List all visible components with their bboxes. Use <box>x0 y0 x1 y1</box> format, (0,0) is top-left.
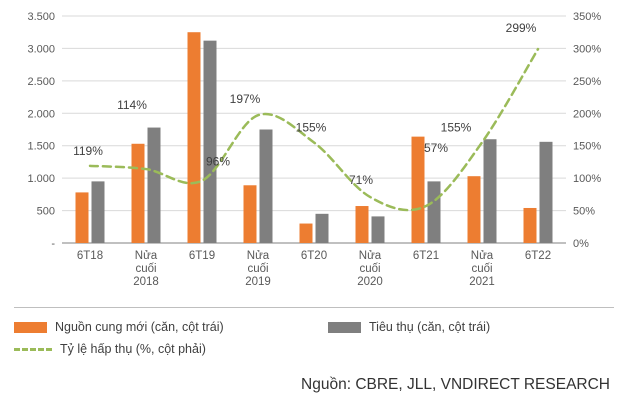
new-supply-bar <box>75 192 89 243</box>
left-axis-tick: - <box>51 238 55 250</box>
x-axis-label: 2018 <box>133 276 159 288</box>
legend-item-units-sold: Tiêu thụ (căn, cột trái) <box>328 320 490 334</box>
x-axis-label: Nửa <box>135 250 158 262</box>
right-axis-tick: 350% <box>573 11 601 23</box>
x-axis-label: cuối <box>247 263 268 275</box>
absorption-rate-point-label: 57% <box>424 141 448 155</box>
x-axis-label: 2019 <box>245 276 271 288</box>
new-supply-bar <box>467 176 481 243</box>
new-supply-bar <box>243 185 257 243</box>
x-axis-label: 2020 <box>357 276 383 288</box>
right-axis-tick: 250% <box>573 76 601 88</box>
legend-row-1: Nguồn cung mới (căn, cột trái) Tiêu thụ … <box>14 316 614 338</box>
x-axis-label: Nửa <box>359 250 382 262</box>
units-sold-label: Tiêu thụ (căn, cột trái) <box>369 320 491 334</box>
right-axis-tick: 200% <box>573 108 601 120</box>
absorption-rate-point-label: 155% <box>441 120 472 134</box>
combo-chart: - 0% 500 50% 1.000 100% 1.500 150% 2.000 200% 2.50… <box>27 11 601 288</box>
units-sold-bar <box>147 127 161 243</box>
absorption-rate-point-label: 71% <box>349 173 373 187</box>
new-supply-bar <box>187 32 201 243</box>
absorption-rate-point-label: 119% <box>73 144 103 158</box>
units-sold-swatch <box>328 321 361 333</box>
units-sold-bar <box>315 213 329 243</box>
new-supply-swatch <box>14 321 47 333</box>
x-axis-label: 2021 <box>469 276 495 288</box>
left-axis-tick: 3.500 <box>27 11 55 23</box>
absorption-rate-point-label: 96% <box>206 155 230 169</box>
absorption-rate-point-label: 114% <box>117 98 147 112</box>
new-supply-bar <box>299 223 313 243</box>
absorption-rate-point-label: 155% <box>296 120 327 134</box>
left-axis-tick: 500 <box>37 206 55 218</box>
units-sold-bar <box>91 181 105 243</box>
x-axis-label: Nửa <box>247 250 270 262</box>
right-axis-tick: 50% <box>573 206 595 218</box>
x-axis-label: cuối <box>135 263 156 275</box>
left-axis-tick: 1.500 <box>27 141 55 153</box>
absorption-rate-point-label: 197% <box>230 92 261 106</box>
x-axis-label: 6T18 <box>77 250 103 262</box>
left-axis-tick: 2.000 <box>27 108 55 120</box>
left-axis-tick: 3.000 <box>27 43 55 55</box>
new-supply-bar <box>411 136 425 243</box>
units-sold-bar <box>427 181 441 243</box>
new-supply-bar <box>355 206 369 243</box>
right-axis-tick: 0% <box>573 238 589 250</box>
x-axis-label: 6T22 <box>525 250 551 262</box>
left-axis-tick: 1.000 <box>27 173 55 185</box>
right-axis-tick: 100% <box>573 173 601 185</box>
units-sold-bar <box>203 40 217 243</box>
x-axis-label: cuối <box>359 263 380 275</box>
x-axis-label: Nửa <box>471 250 494 262</box>
units-sold-bar <box>483 139 497 243</box>
absorption-rate-line <box>88 47 540 212</box>
new-supply-label: Nguồn cung mới (căn, cột trái) <box>55 320 224 334</box>
left-axis-tick: 2.500 <box>27 76 55 88</box>
absorption-rate-point-label: 299% <box>506 21 537 35</box>
new-supply-bar <box>131 143 145 243</box>
x-axis-label: 6T19 <box>189 250 215 262</box>
absorption-rate-swatch <box>14 347 52 351</box>
legend-row-2: Tỷ lệ hấp thụ (%, cột phải) <box>14 338 614 360</box>
units-sold-bar <box>539 141 553 243</box>
units-sold-bar <box>259 129 273 243</box>
absorption-rate-label: Tỷ lệ hấp thụ (%, cột phải) <box>60 342 206 356</box>
chart-legend: Nguồn cung mới (căn, cột trái) Tiêu thụ … <box>14 307 614 360</box>
source-note: Nguồn: CBRE, JLL, VNDIRECT RESEARCH <box>301 376 610 393</box>
x-axis-label: 6T21 <box>413 250 439 262</box>
right-axis-tick: 300% <box>573 43 601 55</box>
x-axis-label: 6T20 <box>301 250 327 262</box>
new-supply-bar <box>523 207 537 243</box>
right-axis-tick: 150% <box>573 141 601 153</box>
units-sold-bar <box>371 216 385 243</box>
legend-item-new-supply: Nguồn cung mới (căn, cột trái) <box>14 320 328 334</box>
legend-item-absorption-rate: Tỷ lệ hấp thụ (%, cột phải) <box>14 342 206 356</box>
x-axis-label: cuối <box>471 263 492 275</box>
